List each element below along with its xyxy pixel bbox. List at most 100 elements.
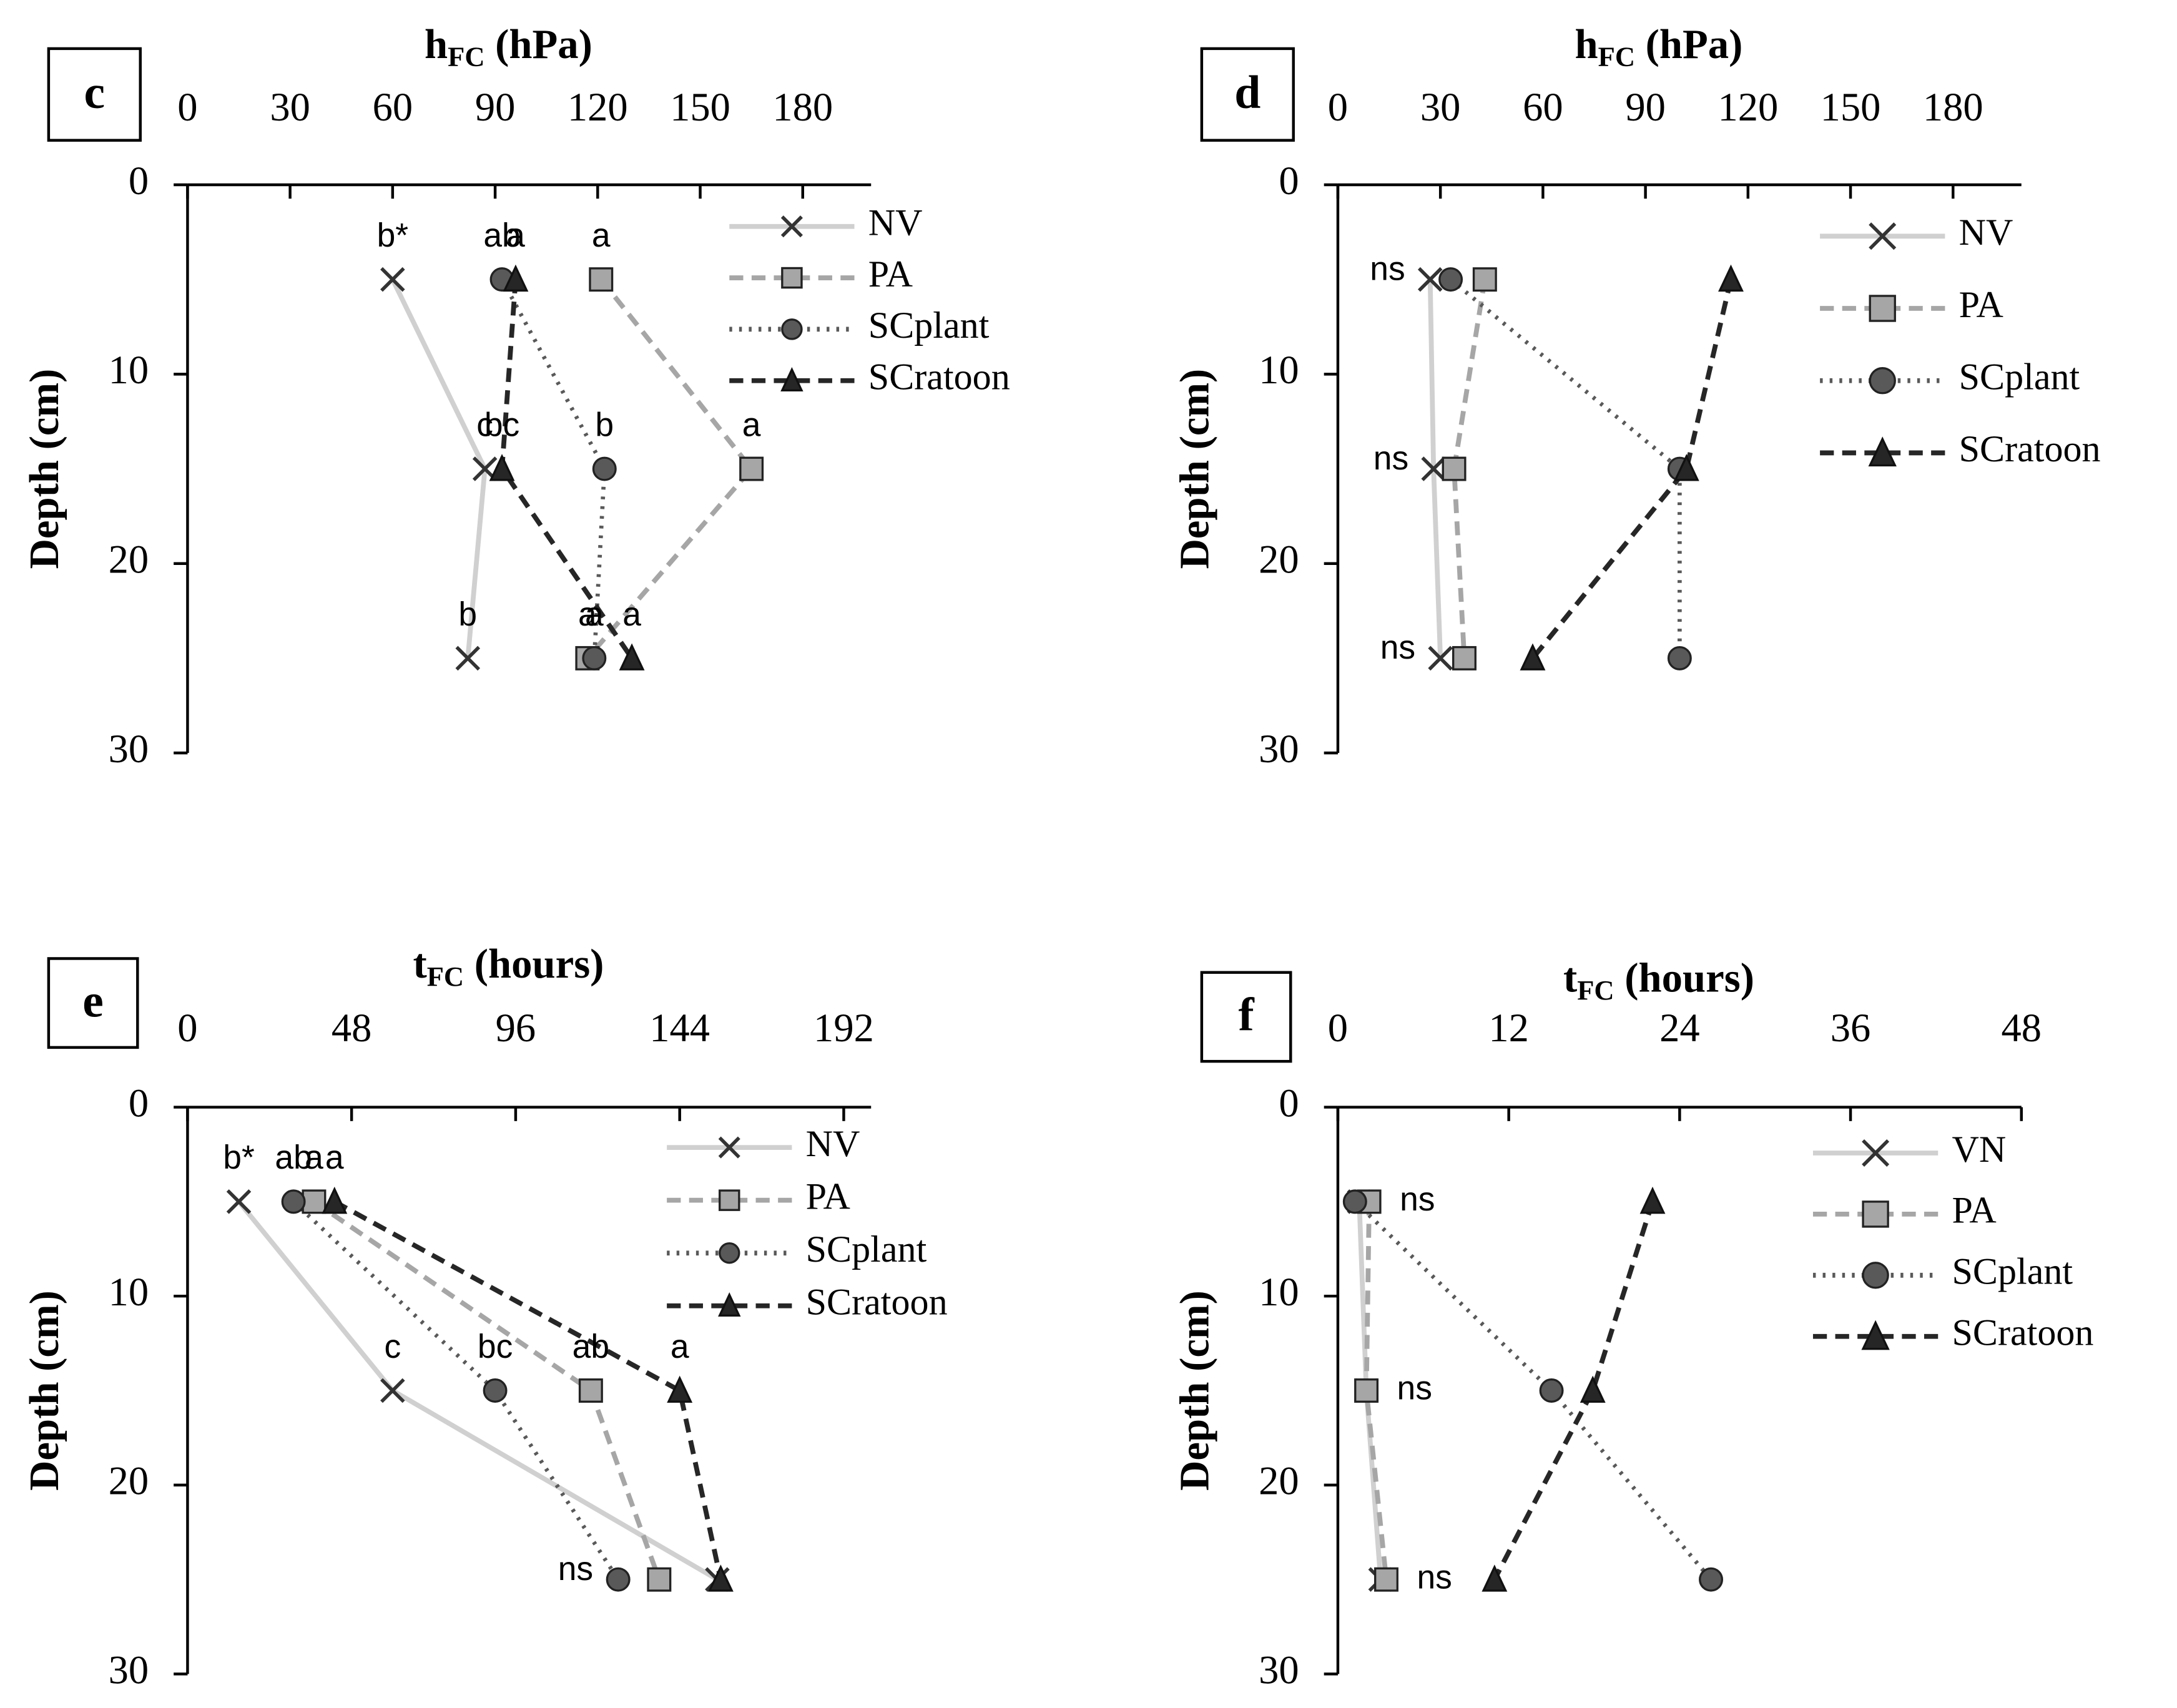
series-line [1449,278,1682,659]
x-axis-title-part: FC [1598,41,1635,72]
marker-square [1862,1200,1889,1228]
y-tick-label: 0 [129,158,149,203]
panel: e 0 48 96 144 192 0 10 20 30 tFC (hours) Depth (cm)… [22,941,947,1692]
marker-triangle [1718,264,1744,292]
x-tick-label: 48 [2002,1005,2042,1050]
x-tick-label: 24 [1659,1005,1700,1050]
legend-label: NV [1959,211,2013,253]
marker-circle [582,645,607,670]
significance-label: ns [1397,1370,1432,1407]
marker-square [647,1567,672,1592]
significance-label: ns [1417,1559,1452,1596]
marker-triangle [780,366,803,391]
marker-triangle [322,1186,348,1214]
x-tick-label: 120 [568,84,628,129]
y-axis-title: Depth (cm) [22,369,67,569]
x-tick-label: 48 [332,1005,372,1050]
marker-square [1442,456,1467,481]
panel-box [47,957,139,1049]
x-axis-title-part: h [425,22,448,67]
x-tick-label: 192 [813,1005,874,1050]
y-axis-title: Depth (cm) [1172,369,1218,569]
series-line [237,1200,719,1582]
marker-triangle [1639,1186,1666,1214]
marker-x [380,1378,405,1403]
marker-x [1417,267,1443,292]
series-line [333,1199,724,1580]
significance-label: a [506,217,525,254]
y-tick-label: 30 [1259,1647,1299,1692]
marker-triangle [1482,1564,1508,1592]
x-tick-label: 60 [1523,84,1563,129]
x-tick-label: 0 [1328,84,1348,129]
x-tick-label: 150 [1821,84,1881,129]
marker-x [1428,645,1453,671]
significance-label: a [671,1328,689,1365]
legend-label: SCratoon [1952,1312,2094,1353]
marker-square [589,267,614,292]
x-axis-title-part: (hours) [464,941,604,987]
significance-label: bc [478,1328,513,1365]
x-axis-title-part: t [1563,956,1577,1001]
marker-circle [1438,267,1463,292]
significance-label: a [585,596,604,633]
y-tick-label: 30 [1259,726,1299,771]
y-tick-label: 0 [1279,1080,1299,1125]
x-tick-label: 12 [1488,1005,1529,1050]
marker-square [1472,267,1497,292]
significance-label: b [595,406,614,443]
significance-label: a [622,596,641,633]
significance-label: a [592,217,611,254]
y-axis-title: Depth (cm) [1172,1290,1218,1491]
x-tick-label: 0 [177,1005,197,1050]
x-tick-label: 96 [496,1005,536,1050]
x-tick-label: 30 [1420,84,1461,129]
significance-label: a [325,1139,344,1176]
x-axis-title-part: FC [448,41,484,72]
marker-triangle [667,1375,693,1403]
marker-triangle [1861,1320,1890,1350]
x-tick-label: 180 [1923,84,1983,129]
significance-label: a [305,1139,323,1176]
marker-square [1452,645,1477,670]
x-tick-label: 120 [1718,84,1778,129]
x-axis-title-part: (hours) [1614,956,1754,1001]
legend-label: SCplant [806,1228,927,1270]
marker-circle [592,456,617,481]
x-axis-title: hFC (hPa) [1575,22,1743,72]
legend-label: VN [1952,1128,2007,1170]
significance-label: b* [377,217,408,254]
y-tick-label: 10 [1259,347,1299,392]
x-axis-title-part: (hPa) [484,22,592,67]
significance-label: ns [558,1551,593,1588]
marker-triangle [489,454,515,481]
marker-circle [606,1567,631,1592]
legend-label: PA [868,253,913,295]
significance-label: ns [1374,440,1408,477]
legend-label: SCratoon [806,1281,948,1323]
marker-triangle [1520,643,1546,670]
panel-label: d [1234,67,1260,119]
marker-triangle [1868,436,1897,467]
marker-square [781,267,803,289]
legend-label: SCratoon [868,356,1010,398]
marker-triangle [707,1564,734,1592]
marker-square [1869,295,1896,322]
significance-label: ab [573,1328,609,1365]
y-tick-label: 30 [109,1647,149,1692]
marker-square [302,1189,327,1214]
significance-label: b [458,596,477,633]
marker-x [780,215,803,238]
marker-circle [483,1378,508,1403]
marker-circle [1699,1567,1724,1592]
x-tick-label: 60 [373,84,413,129]
significance-label: ab [275,1139,312,1176]
marker-x [718,1136,740,1159]
panel-label: f [1238,989,1254,1041]
marker-x [1862,1139,1890,1167]
y-tick-label: 10 [109,1269,149,1314]
marker-x [455,645,481,671]
x-axis-title: hFC (hPa) [425,22,592,72]
